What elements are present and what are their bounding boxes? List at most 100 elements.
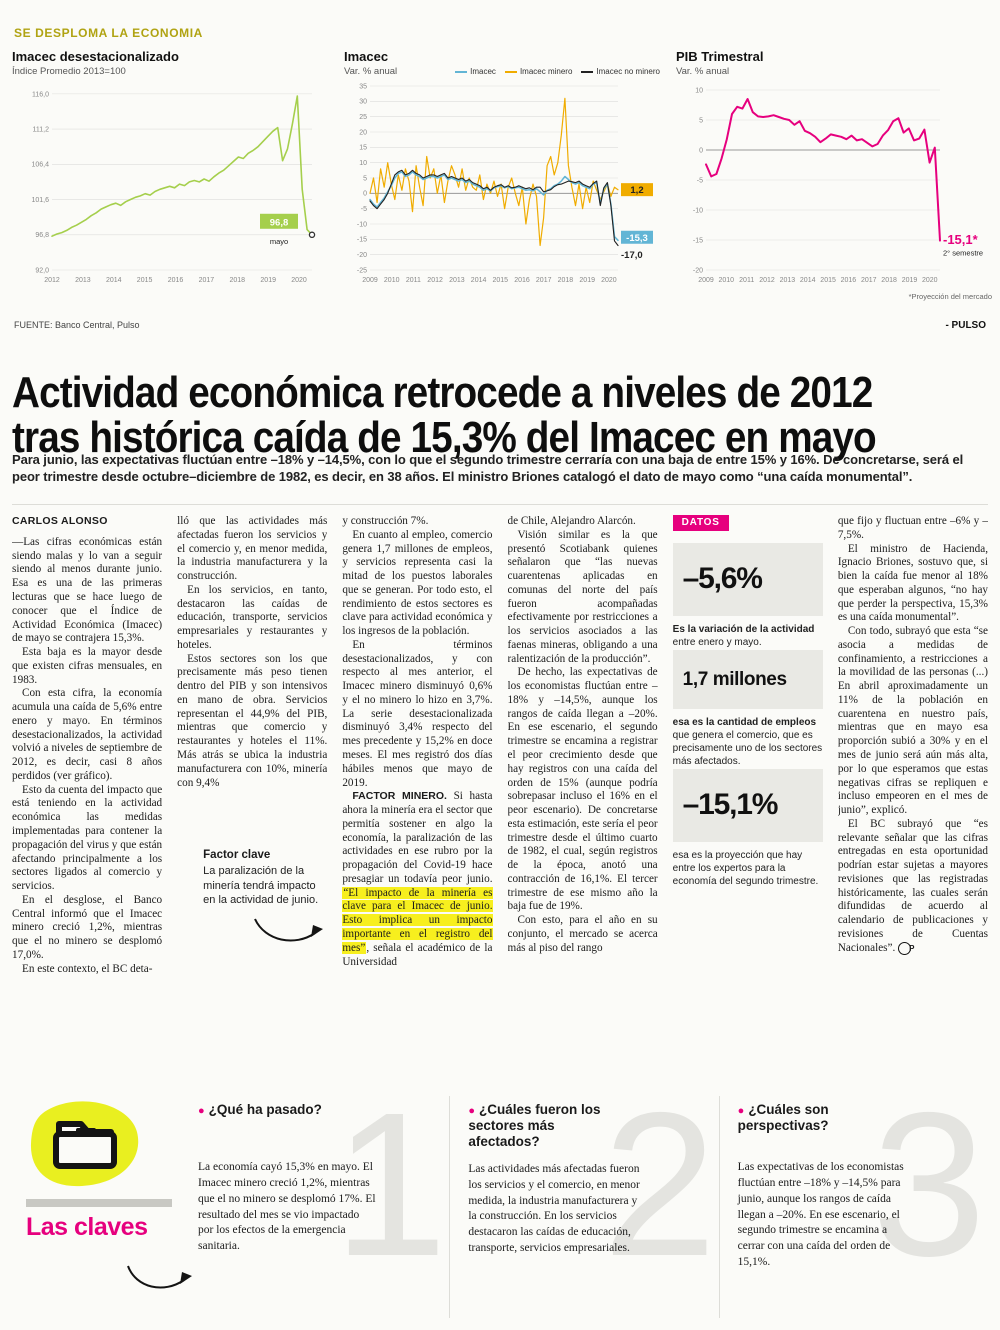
pulso-endmark-icon: P — [898, 941, 914, 955]
clave-item-1: 1 ● ¿Qué ha pasado? La economía cayó 15,3… — [180, 1082, 449, 1318]
svg-text:-25: -25 — [357, 268, 367, 275]
paragraph-text: , señala el académico de la Universidad — [342, 941, 493, 968]
svg-text:0: 0 — [699, 148, 703, 155]
svg-text:10: 10 — [359, 160, 367, 167]
claves-header: Las claves — [12, 1096, 192, 1318]
paragraph-lead-in: FACTOR MINERO. — [352, 790, 447, 803]
article-column-6: que fijo y fluctuan entre –6% y –7,5%. E… — [838, 515, 988, 1084]
chart-panel-imacec-index: Imacec desestacionalizado Índice Promedi… — [12, 49, 328, 301]
clave-question: ● ¿Qué ha pasado? — [198, 1102, 344, 1148]
legend-item: Imacec no minero — [581, 67, 660, 76]
imacec-index-chart: 116,0 111,2 106,4 101,6 96,8 92,0 2012 2013 2014… — [31, 92, 316, 284]
clave-text: La economía cayó 15,3% en mayo. El Imace… — [198, 1161, 376, 1253]
svg-text:2015: 2015 — [493, 277, 509, 284]
chart-title: Imacec — [344, 49, 389, 64]
stat-box: –15,1% — [672, 768, 823, 842]
svg-text:92,0: 92,0 — [35, 268, 49, 275]
svg-text:116,0: 116,0 — [32, 92, 49, 99]
article-column-2: lló que las actividades más afectadas fu… — [177, 515, 327, 1084]
paragraph: Con todo, subrayó que esta “se asocia a … — [837, 625, 988, 817]
section-kicker: SE DESPLOMA LA ECONOMIA — [14, 26, 203, 40]
stat-caption: esa es la proyección que hay entre los e… — [673, 849, 823, 889]
legend-label: Imacec minero — [519, 67, 573, 77]
paragraph-text: El BC subrayó que “es relevante señalar … — [837, 817, 988, 954]
legend-item: Imacec — [455, 67, 496, 76]
charts-row: Imacec desestacionalizado Índice Promedi… — [12, 49, 992, 301]
divider-bar — [26, 1199, 172, 1207]
svg-text:2010: 2010 — [384, 277, 400, 284]
svg-text:2014: 2014 — [106, 277, 122, 284]
chart-subtitle: Índice Promedio 2013=100 — [12, 66, 126, 78]
svg-text:-15,3: -15,3 — [626, 233, 648, 244]
datos-sidebar: DATOS –5,6% Es la variación de la activi… — [672, 515, 823, 1084]
svg-text:2016: 2016 — [168, 277, 184, 284]
svg-text:2014: 2014 — [800, 277, 816, 284]
svg-text:2012: 2012 — [427, 277, 443, 284]
svg-text:2020: 2020 — [922, 277, 938, 284]
chart-source: FUENTE: Banco Central, Pulso — [14, 320, 140, 330]
chart-title: PIB Trimestral — [676, 49, 764, 64]
svg-text:25: 25 — [359, 114, 367, 121]
datos-label: DATOS — [672, 515, 729, 532]
chart-legend: Imacec Imacec minero Imacec no minero — [455, 67, 660, 76]
svg-text:5: 5 — [363, 176, 367, 183]
curved-arrow-icon — [254, 918, 324, 942]
svg-text:1,2: 1,2 — [630, 185, 643, 196]
paragraph: De hecho, las expectativas de los econom… — [507, 666, 658, 913]
bullet-icon: ● — [468, 1105, 475, 1117]
legend-line-icon — [504, 70, 517, 74]
stat-value: –15,1% — [682, 787, 779, 821]
svg-text:96,8: 96,8 — [35, 232, 49, 239]
svg-text:2015: 2015 — [820, 277, 836, 284]
clave-question-text: ¿Qué ha pasado? — [208, 1102, 322, 1117]
clave-item-3: 3 ● ¿Cuáles son perspectivas? Las expecta… — [718, 1082, 988, 1318]
paragraph: Con esto, para el año en su conjunto, el… — [507, 914, 658, 954]
paragraph: Con esta cifra, la economía acumula una … — [12, 687, 163, 782]
clave-number: 3 — [871, 1070, 986, 1299]
chart-subtitle: Var. % anual — [344, 66, 398, 78]
stat-value: –5,6% — [682, 562, 763, 596]
svg-text:2011: 2011 — [739, 277, 754, 284]
factor-minero-paragraph: FACTOR MINERO. Si hasta ahora la minería… — [342, 790, 493, 969]
svg-text:2010: 2010 — [719, 277, 735, 284]
clave-text: Las expectativas de los economistas fluc… — [737, 1161, 904, 1269]
article-column-1: CARLOS ALONSO —Las cifras económicas est… — [12, 515, 162, 1084]
svg-text:2009: 2009 — [362, 277, 378, 284]
svg-text:2019: 2019 — [902, 277, 918, 284]
paragraph: —Las cifras económicas están siendo mala… — [12, 535, 163, 645]
gdp-quarterly-chart: 10 5 0 -5 -10 -15 -20 2009 2010 2011 2012 2013 2014 2… — [693, 88, 983, 285]
svg-text:106,4: 106,4 — [31, 162, 49, 169]
svg-text:-10: -10 — [693, 208, 703, 215]
source-row: FUENTE: Banco Central, Pulso - PULSO — [14, 320, 986, 331]
svg-text:30: 30 — [359, 99, 367, 106]
clave-question: ● ¿Cuáles fueron los sectores más afectad… — [468, 1102, 613, 1150]
svg-text:2017: 2017 — [861, 277, 877, 284]
legend-line-icon — [455, 70, 468, 74]
bullet-icon: ● — [198, 1105, 205, 1117]
svg-text:mayo: mayo — [270, 237, 288, 246]
paragraph: En los servicios, en tanto, destacaron l… — [177, 583, 328, 651]
svg-text:2020: 2020 — [291, 277, 307, 284]
svg-text:-17,0: -17,0 — [621, 250, 643, 261]
paragraph: El BC subrayó que “es relevante señalar … — [838, 818, 988, 956]
paragraph: En este contexto, el BC deta- — [22, 962, 153, 975]
clave-number: 1 — [333, 1070, 448, 1299]
headline-line-2: tras histórica caída de 15,3% del Imacec… — [12, 413, 877, 463]
svg-text:-5: -5 — [697, 178, 703, 185]
svg-text:-15,1*: -15,1* — [943, 232, 979, 247]
headline-line-1: Actividad económica retrocede a niveles … — [12, 368, 873, 418]
note-text: La paralización de la minería tendrá imp… — [203, 865, 319, 907]
clave-question-text: ¿Cuáles fueron los sectores más afectado… — [468, 1102, 601, 1149]
stat-caption-bold: esa es la cantidad de empleos — [672, 716, 817, 728]
folder-icon — [30, 1101, 139, 1187]
svg-text:2013: 2013 — [449, 277, 465, 284]
svg-text:2016: 2016 — [514, 277, 530, 284]
svg-text:2012: 2012 — [44, 277, 60, 284]
svg-text:2019: 2019 — [260, 277, 276, 284]
stat-caption-rest: esa es la proyección que hay entre los e… — [672, 849, 819, 887]
stat-caption-bold: Es la variación de la actividad — [672, 624, 815, 636]
svg-text:-20: -20 — [357, 252, 367, 259]
paragraph: Estos sectores son los que precisamente … — [177, 652, 328, 789]
legend-line-icon — [581, 70, 594, 74]
legend-label: Imacec — [470, 67, 496, 77]
